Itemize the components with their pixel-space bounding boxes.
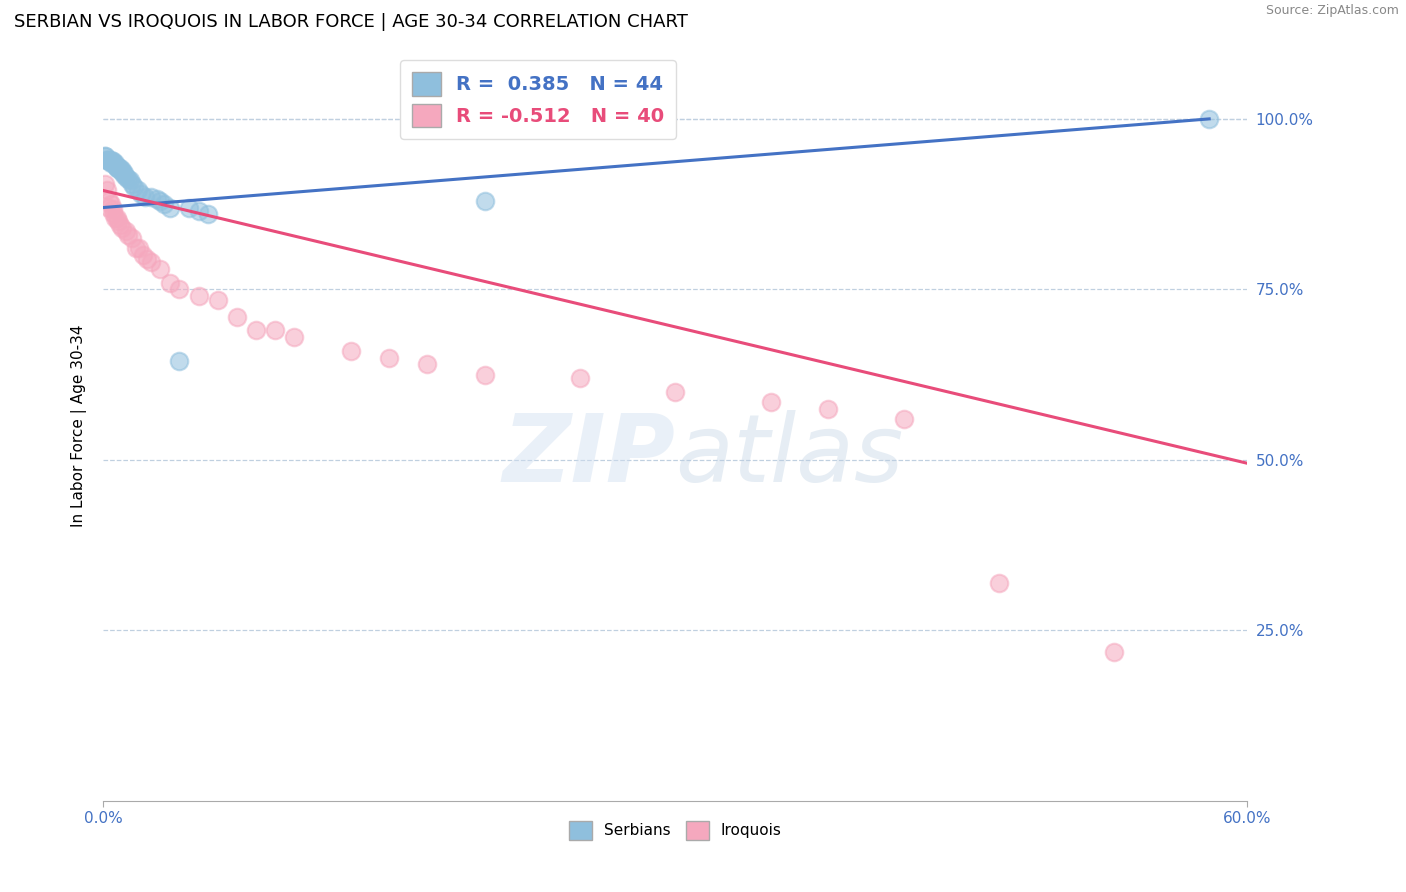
Point: [105, 160, 128, 174]
Point: [112, 166, 135, 180]
Point: [97, 153, 120, 167]
Point: [187, 289, 209, 303]
Point: [134, 190, 156, 204]
Point: [100, 153, 122, 167]
Point: [107, 160, 129, 174]
Point: [115, 224, 138, 238]
Point: [207, 293, 229, 307]
Point: [169, 354, 191, 368]
Point: [96, 153, 118, 167]
Point: [110, 218, 132, 232]
Y-axis label: In Labor Force | Age 30-34: In Labor Force | Age 30-34: [72, 325, 87, 527]
Point: [94, 177, 117, 191]
Point: [107, 214, 129, 228]
Point: [139, 255, 162, 269]
Point: [101, 156, 124, 170]
Point: [1102, 645, 1125, 659]
Point: [149, 194, 172, 208]
Point: [225, 310, 247, 324]
Point: [110, 163, 132, 178]
Point: [111, 221, 134, 235]
Point: [94, 149, 117, 163]
Point: [122, 180, 145, 194]
Point: [104, 156, 127, 170]
Point: [105, 160, 128, 174]
Text: SERBIAN VS IROQUOIS IN LABOR FORCE | AGE 30-34 CORRELATION CHART: SERBIAN VS IROQUOIS IN LABOR FORCE | AGE…: [14, 13, 688, 31]
Point: [145, 192, 167, 206]
Point: [153, 197, 176, 211]
Point: [104, 158, 127, 172]
Point: [110, 161, 132, 175]
Point: [759, 395, 782, 409]
Point: [105, 161, 128, 175]
Point: [136, 252, 159, 266]
Point: [128, 242, 150, 256]
Point: [378, 351, 401, 365]
Point: [96, 153, 118, 167]
Point: [197, 207, 219, 221]
Point: [127, 184, 149, 198]
Point: [139, 190, 162, 204]
Point: [283, 330, 305, 344]
Point: [101, 202, 124, 216]
Point: [104, 211, 127, 225]
Point: [115, 169, 138, 184]
Point: [988, 575, 1011, 590]
Point: [664, 384, 686, 399]
Point: [416, 358, 439, 372]
Point: [118, 173, 141, 187]
Point: [149, 261, 172, 276]
Point: [97, 194, 120, 208]
Point: [169, 282, 191, 296]
Point: [132, 248, 155, 262]
Text: ZIP: ZIP: [502, 409, 675, 502]
Point: [97, 154, 120, 169]
Point: [893, 412, 915, 426]
Point: [131, 186, 153, 201]
Point: [111, 163, 134, 178]
Point: [117, 227, 139, 242]
Point: [263, 323, 285, 337]
Point: [817, 401, 839, 416]
Text: atlas: atlas: [675, 410, 904, 501]
Text: Source: ZipAtlas.com: Source: ZipAtlas.com: [1265, 4, 1399, 18]
Point: [94, 149, 117, 163]
Point: [96, 184, 118, 198]
Point: [97, 201, 120, 215]
Point: [177, 201, 200, 215]
Legend: Serbians, Iroquois: Serbians, Iroquois: [562, 815, 787, 846]
Point: [340, 343, 363, 358]
Point: [159, 201, 181, 215]
Point: [101, 154, 124, 169]
Point: [111, 165, 134, 179]
Point: [159, 276, 181, 290]
Point: [117, 172, 139, 186]
Point: [107, 161, 129, 175]
Point: [474, 194, 496, 208]
Point: [568, 371, 591, 385]
Point: [101, 156, 124, 170]
Point: [187, 203, 209, 218]
Point: [474, 368, 496, 382]
Point: [1198, 112, 1220, 126]
Point: [100, 197, 122, 211]
Point: [121, 177, 143, 191]
Point: [100, 156, 122, 170]
Point: [100, 154, 122, 169]
Point: [124, 242, 146, 256]
Point: [245, 323, 267, 337]
Point: [101, 206, 124, 220]
Point: [105, 211, 128, 225]
Point: [112, 168, 135, 182]
Point: [121, 231, 143, 245]
